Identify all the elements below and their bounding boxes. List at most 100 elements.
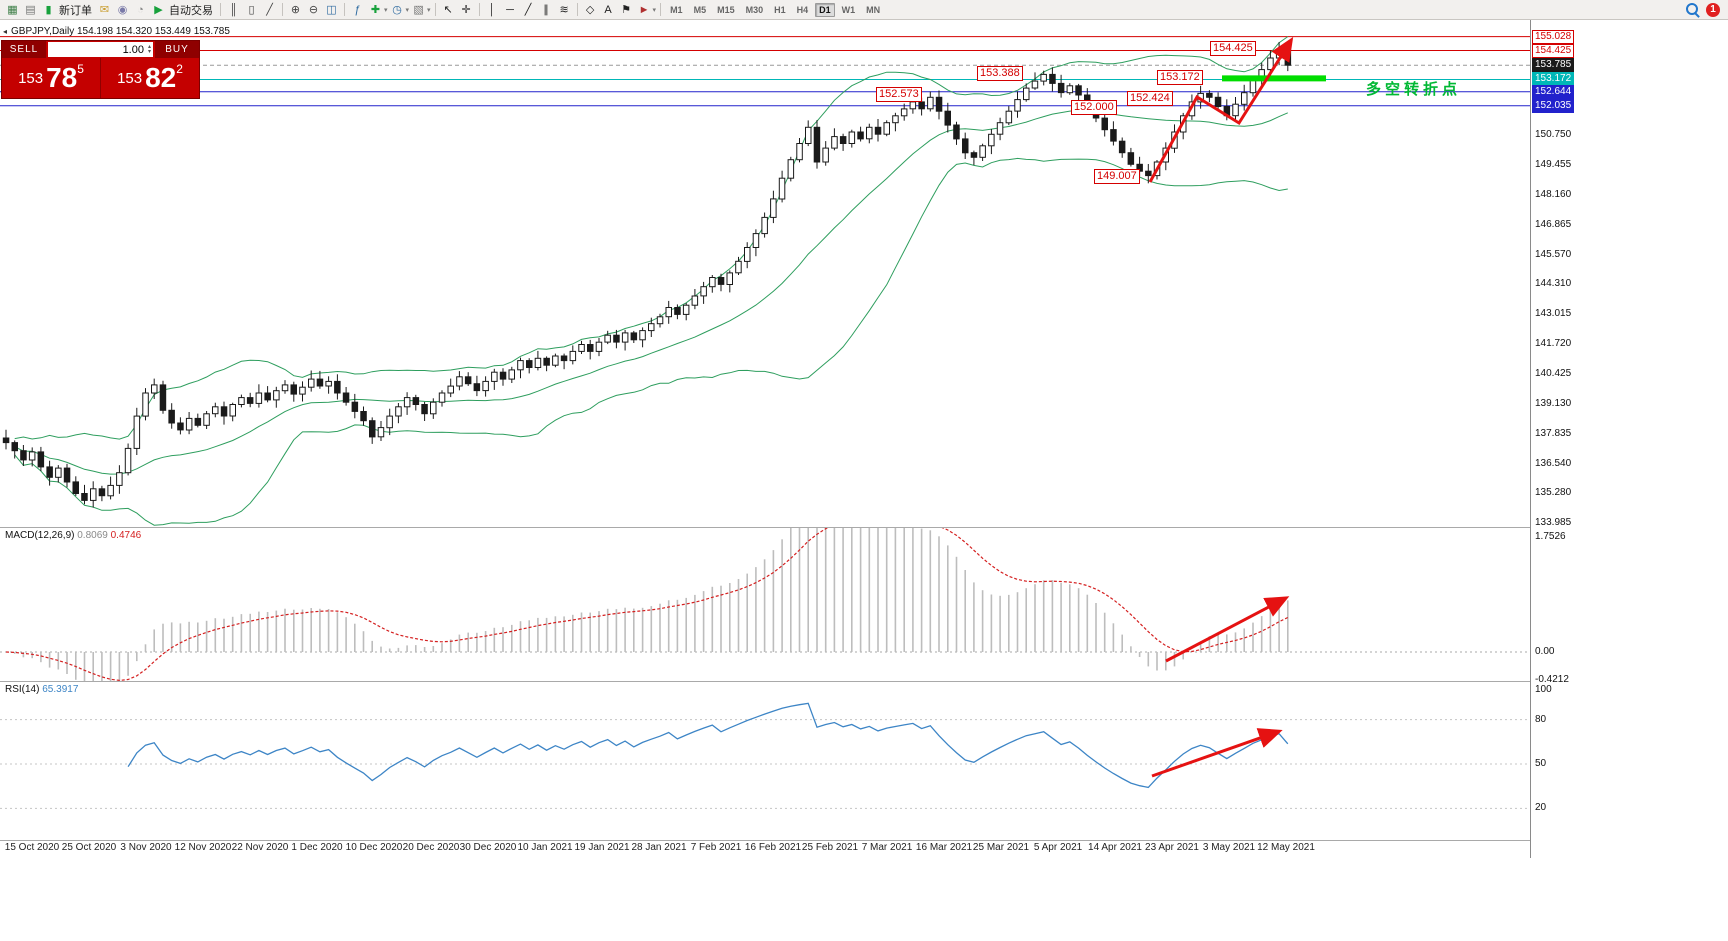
chevron-down-icon[interactable]: ▾ bbox=[405, 6, 410, 14]
search-icon[interactable] bbox=[1685, 2, 1700, 17]
shapes-icon[interactable]: ◇ bbox=[585, 3, 595, 16]
stepper-up-icon[interactable]: ▴ bbox=[147, 43, 151, 50]
add-indicator-icon[interactable]: ✚ bbox=[370, 3, 381, 16]
sell-price[interactable]: 153 78 5 bbox=[2, 58, 100, 98]
main-chart[interactable] bbox=[0, 20, 1530, 527]
macd-label: MACD(12,26,9) 0.8069 0.4746 bbox=[5, 530, 141, 541]
chevron-down-icon[interactable]: ▾ bbox=[384, 6, 388, 14]
buy-price-sup: 2 bbox=[176, 62, 183, 76]
cursor-icon[interactable]: ↖ bbox=[443, 3, 453, 16]
fibonacci-icon[interactable]: ≋ bbox=[559, 3, 569, 16]
price-annotation-153.172[interactable]: 153.172 bbox=[1157, 70, 1203, 85]
macd-histogram bbox=[13, 528, 1289, 681]
rsi-scale-label: 80 bbox=[1535, 713, 1547, 725]
price-marker-153.785: 153.785 bbox=[1532, 58, 1575, 73]
line-chart-icon[interactable]: ╱ bbox=[266, 3, 273, 16]
one-click-trading-panel: SELL 1.00 ▴ ▾ BUY 153 78 5 153 82 2 bbox=[1, 40, 200, 99]
price-axis-label: 135.280 bbox=[1535, 486, 1572, 498]
date-axis-label: 7 Feb 2021 bbox=[690, 842, 742, 853]
text-icon[interactable]: A bbox=[604, 3, 612, 16]
price-annotation-153.388[interactable]: 153.388 bbox=[977, 66, 1023, 81]
accounts-icon[interactable]: ◉ bbox=[117, 3, 128, 16]
volume-stepper[interactable]: ▴ ▾ bbox=[147, 43, 151, 55]
new-chart-icon[interactable]: ▦ bbox=[7, 3, 18, 16]
vertical-line-icon[interactable]: │ bbox=[488, 3, 496, 16]
timeframe-mn[interactable]: MN bbox=[866, 4, 881, 15]
indicators-icon[interactable]: ƒ bbox=[354, 3, 361, 16]
new-order-button-label[interactable]: 新订单 bbox=[59, 4, 92, 17]
price-axis-label: 141.720 bbox=[1535, 338, 1572, 349]
chevron-down-icon[interactable]: ▾ bbox=[427, 6, 431, 14]
timeframe-d1[interactable]: D1 bbox=[815, 2, 835, 17]
mailbox-icon[interactable]: ✉ bbox=[99, 3, 110, 16]
template-icon[interactable]: ▧ bbox=[413, 3, 424, 16]
date-axis-label: 22 Nov 2020 bbox=[231, 842, 289, 853]
macd-panel[interactable] bbox=[0, 528, 1530, 681]
date-axis-label: 30 Dec 2020 bbox=[459, 842, 517, 853]
profiles-icon[interactable]: ▤ bbox=[25, 3, 36, 16]
macd-scale-label: 1.7526 bbox=[1535, 531, 1566, 543]
crosshair-icon[interactable]: ✛ bbox=[461, 3, 471, 16]
timeframe-m15[interactable]: M15 bbox=[717, 4, 735, 15]
notification-badge[interactable]: 1 bbox=[1706, 2, 1720, 17]
price-annotation-154.425[interactable]: 154.425 bbox=[1210, 41, 1256, 56]
bar-chart-icon[interactable]: ║ bbox=[229, 3, 238, 16]
toolbar-separator bbox=[344, 3, 345, 16]
price-annotation-149.007[interactable]: 149.007 bbox=[1094, 169, 1140, 184]
toolbar-separator bbox=[660, 3, 662, 16]
price-axis-label: 150.750 bbox=[1535, 129, 1572, 141]
collapse-icon[interactable]: ◂ bbox=[3, 27, 8, 36]
stepper-down-icon[interactable]: ▾ bbox=[147, 48, 151, 55]
channel-icon[interactable]: ∥ bbox=[543, 3, 549, 16]
date-axis-label: 19 Jan 2021 bbox=[574, 842, 630, 853]
date-axis-label: 7 Mar 2021 bbox=[861, 842, 913, 853]
timeframe-h1[interactable]: H1 bbox=[774, 4, 786, 15]
price-axis-label: 145.570 bbox=[1535, 249, 1572, 261]
price-axis-label: 146.865 bbox=[1535, 219, 1572, 231]
timeframe-m1[interactable]: M1 bbox=[670, 4, 683, 15]
date-axis-label: 25 Oct 2020 bbox=[61, 842, 117, 853]
price-marker-154.425: 154.425 bbox=[1532, 43, 1575, 58]
price-annotation-152.424[interactable]: 152.424 bbox=[1127, 91, 1173, 106]
zoom-out-icon[interactable]: ⊖ bbox=[308, 3, 319, 16]
date-axis[interactable]: 15 Oct 2020 25 Oct 2020 3 Nov 2020 12 Nov 2… bbox=[0, 842, 1530, 857]
chevron-down-icon[interactable]: ▾ bbox=[652, 6, 657, 14]
horizontal-line-icon[interactable]: ─ bbox=[506, 3, 514, 16]
chart-title: ◂ GBPJPY,Daily 154.198 154.320 153.449 15… bbox=[3, 26, 230, 37]
date-axis-label: 15 Oct 2020 bbox=[4, 842, 60, 853]
buy-price-big: 82 bbox=[145, 62, 177, 93]
buy-button[interactable]: BUY bbox=[155, 41, 199, 58]
toolbar-separator bbox=[282, 3, 283, 16]
price-annotation-152.573[interactable]: 152.573 bbox=[876, 87, 922, 102]
rsi-name: RSI(14) bbox=[5, 684, 40, 695]
buy-price[interactable]: 153 82 2 bbox=[101, 58, 199, 98]
price-annotation-152.000[interactable]: 152.000 bbox=[1071, 100, 1117, 115]
rsi-panel[interactable] bbox=[0, 682, 1530, 840]
sell-button[interactable]: SELL bbox=[2, 41, 46, 58]
zoom-in-icon[interactable]: ⊕ bbox=[290, 3, 301, 16]
panel-separator[interactable] bbox=[0, 681, 1576, 682]
trendline-icon[interactable]: ╱ bbox=[524, 3, 532, 16]
volume-input[interactable]: 1.00 ▴ ▾ bbox=[48, 42, 153, 57]
toolbar: ▦ ▤ ▮ 新订单 ✉ ◉ ◔ ▶ 自动交易 ║ ▯ ╱ ⊕ ⊖ ◫ ƒ ✚ ▾ ◷ ▾ ▧ ▾ ↖ ✛ │ ─ ╱ ∥ ≋ ◇ A ⚑ ► ▾ M… bbox=[0, 0, 1728, 20]
news-icon[interactable]: ◔ bbox=[137, 3, 144, 16]
timeframe-w1[interactable]: W1 bbox=[841, 4, 856, 15]
price-marker-152.035: 152.035 bbox=[1532, 98, 1575, 113]
candlestick-chart-icon[interactable]: ▯ bbox=[248, 3, 255, 16]
timeframe-m30[interactable]: M30 bbox=[745, 4, 764, 15]
new-order-button[interactable]: ▮ bbox=[45, 3, 52, 16]
timeframe-m5[interactable]: M5 bbox=[693, 4, 707, 15]
date-axis-label: 1 Dec 2020 bbox=[291, 842, 343, 853]
autotrading-button[interactable]: ▶ bbox=[154, 3, 163, 16]
panel-separator[interactable] bbox=[0, 527, 1576, 528]
text-label-icon[interactable]: ⚑ bbox=[621, 3, 631, 16]
price-axis[interactable]: 150.750 149.455 148.160 146.865 145.570 144.3… bbox=[1530, 20, 1577, 858]
toolbar-separator bbox=[434, 3, 436, 16]
autotrading-button-label[interactable]: 自动交易 bbox=[169, 4, 213, 17]
date-axis-label: 3 Nov 2020 bbox=[120, 842, 172, 853]
period-icon[interactable]: ◷ bbox=[392, 3, 402, 16]
tile-windows-icon[interactable]: ◫ bbox=[326, 3, 337, 16]
arrows-icon[interactable]: ► bbox=[638, 3, 650, 16]
timeframe-h4[interactable]: H4 bbox=[796, 4, 809, 15]
rsi-scale-label: 20 bbox=[1535, 802, 1547, 814]
